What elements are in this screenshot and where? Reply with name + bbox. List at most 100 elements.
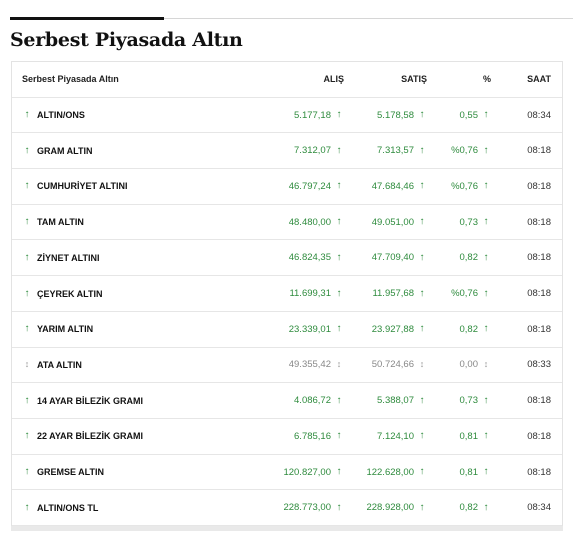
alis-cell: 228.773,00 ↑ xyxy=(242,490,344,525)
instrument-name[interactable]: TAM ALTIN xyxy=(37,217,84,228)
alis-value: 23.339,01 xyxy=(288,323,331,335)
percent-cell: 0,82 ↑ xyxy=(432,241,491,276)
row-name-cell: ↑ 14 AYAR BİLEZİK GRAMI xyxy=(22,383,252,418)
time-value: 08:34 xyxy=(527,109,551,121)
gold-prices-table: Serbest Piyasada Altın ALIŞ SATIŞ % SAAT… xyxy=(11,61,563,527)
top-accent-bar xyxy=(10,17,164,20)
time-value: 08:18 xyxy=(527,288,551,300)
arrow-up-icon: ↑ xyxy=(336,430,342,442)
header-satis[interactable]: SATIŞ xyxy=(401,74,427,85)
time-value: 08:18 xyxy=(527,216,551,228)
header-alis[interactable]: ALIŞ xyxy=(323,74,344,85)
satis-value: 50.724,66 xyxy=(371,359,414,371)
instrument-name[interactable]: 22 AYAR BİLEZİK GRAMI xyxy=(37,431,144,442)
time-cell: 08:34 xyxy=(502,490,551,525)
satis-cell: 122.628,00 ↑ xyxy=(347,455,427,490)
arrow-up-icon: ↑ xyxy=(24,144,30,156)
table-row[interactable]: ↑ 22 AYAR BİLEZİK GRAMI 6.785,16 ↑ 7.124,10 ↑… xyxy=(12,419,562,455)
percent-value: 0,81 xyxy=(459,430,479,442)
time-cell: 08:18 xyxy=(502,312,551,347)
neutral-trend-icon: ↕ xyxy=(336,359,342,370)
percent-value: 0,55 xyxy=(459,109,479,121)
table-row[interactable]: ↑ 14 AYAR BİLEZİK GRAMI 4.086,72 ↑ 5.388,07 ↑… xyxy=(12,383,562,419)
instrument-name[interactable]: ALTIN/ONS TL xyxy=(37,502,99,513)
neutral-trend-icon: ↕ xyxy=(483,359,489,370)
arrow-up-icon: ↑ xyxy=(24,466,30,478)
instrument-name[interactable]: CUMHURİYET ALTINI xyxy=(37,181,128,192)
arrow-up-icon: ↑ xyxy=(336,287,342,299)
arrow-up-icon: ↑ xyxy=(483,466,489,478)
arrow-up-icon: ↑ xyxy=(483,251,489,263)
percent-cell: %0,76 ↑ xyxy=(432,276,491,311)
arrow-up-icon: ↑ xyxy=(24,394,30,406)
row-name-cell: ↑ ALTIN/ONS xyxy=(22,98,252,133)
satis-value: 47.684,46 xyxy=(371,180,414,192)
satis-cell: 47.684,46 ↑ xyxy=(347,169,427,204)
table-row[interactable]: ↑ ÇEYREK ALTIN 11.699,31 ↑ 11.957,68 ↑ %0,76 ↑ 0… xyxy=(12,276,562,312)
header-saat[interactable]: SAAT xyxy=(527,74,551,85)
percent-value: 0,73 xyxy=(459,395,479,407)
satis-value: 7.313,57 xyxy=(377,145,414,157)
arrow-up-icon: ↑ xyxy=(419,144,425,156)
header-percent[interactable]: % xyxy=(482,74,491,85)
alis-value: 120.827,00 xyxy=(283,466,331,478)
table-scrollbar[interactable] xyxy=(11,526,563,531)
satis-cell: 5.178,58 ↑ xyxy=(347,98,427,133)
alis-value: 4.086,72 xyxy=(294,395,331,407)
arrow-up-icon: ↑ xyxy=(336,109,342,121)
instrument-name[interactable]: GREMSE ALTIN xyxy=(37,467,104,478)
arrow-up-icon: ↑ xyxy=(336,251,342,263)
arrow-up-icon: ↑ xyxy=(24,251,30,263)
table-row[interactable]: ↑ GRAM ALTIN 7.312,07 ↑ 7.313,57 ↑ %0,76 ↑ 08:18 xyxy=(12,133,562,170)
top-divider xyxy=(10,18,573,19)
satis-value: 122.628,00 xyxy=(366,466,414,478)
instrument-name[interactable]: ZİYNET ALTINI xyxy=(37,252,100,263)
arrow-up-icon: ↑ xyxy=(419,466,425,478)
instrument-name[interactable]: GRAM ALTIN xyxy=(37,145,93,156)
alis-value: 7.312,07 xyxy=(294,145,331,157)
table-row[interactable]: ↑ CUMHURİYET ALTINI 46.797,24 ↑ 47.684,46 ↑ %0… xyxy=(12,169,562,205)
arrow-up-icon: ↑ xyxy=(483,216,489,228)
time-value: 08:18 xyxy=(527,252,551,264)
table-row[interactable]: ↑ TAM ALTIN 48.480,00 ↑ 49.051,00 ↑ 0,73 ↑ 08:18 xyxy=(12,205,562,241)
time-cell: 08:18 xyxy=(502,455,551,490)
table-row[interactable]: ↑ GREMSE ALTIN 120.827,00 ↑ 122.628,00 ↑ 0,81 ↑… xyxy=(12,455,562,491)
time-cell: 08:18 xyxy=(502,419,551,454)
alis-cell: 49.355,42 ↕ xyxy=(242,348,344,383)
satis-cell: 228.928,00 ↑ xyxy=(347,490,427,525)
percent-value: 0,81 xyxy=(459,466,479,478)
satis-value: 5.388,07 xyxy=(377,395,414,407)
table-row[interactable]: ↑ YARIM ALTIN 23.339,01 ↑ 23.927,88 ↑ 0,82 ↑ 08:… xyxy=(12,312,562,348)
row-name-cell: ↑ GREMSE ALTIN xyxy=(22,455,252,490)
arrow-up-icon: ↑ xyxy=(483,180,489,192)
instrument-name[interactable]: ATA ALTIN xyxy=(37,359,82,370)
time-value: 08:18 xyxy=(527,466,551,478)
time-cell: 08:18 xyxy=(502,241,551,276)
table-row[interactable]: ↑ ZİYNET ALTINI 46.824,35 ↑ 47.709,40 ↑ 0,82 ↑ 0… xyxy=(12,241,562,277)
percent-cell: 0,55 ↑ xyxy=(432,98,491,133)
arrow-up-icon: ↑ xyxy=(336,323,342,335)
satis-cell: 49.051,00 ↑ xyxy=(347,205,427,240)
table-row[interactable]: ↕ ATA ALTIN 49.355,42 ↕ 50.724,66 ↕ 0,00 ↕ 08:33 xyxy=(12,348,562,384)
instrument-name[interactable]: ÇEYREK ALTIN xyxy=(37,288,103,299)
satis-cell: 47.709,40 ↑ xyxy=(347,241,427,276)
table-row[interactable]: ↑ ALTIN/ONS TL 228.773,00 ↑ 228.928,00 ↑ 0,82 ↑… xyxy=(12,490,562,527)
table-row[interactable]: ↑ ALTIN/ONS 5.177,18 ↑ 5.178,58 ↑ 0,55 ↑ 08:34 xyxy=(12,98,562,134)
satis-cell: 50.724,66 ↕ xyxy=(347,348,427,383)
time-value: 08:18 xyxy=(527,145,551,157)
alis-value: 49.355,42 xyxy=(288,359,331,371)
alis-value: 228.773,00 xyxy=(283,502,331,514)
arrow-up-icon: ↑ xyxy=(483,323,489,335)
percent-cell: 0,73 ↑ xyxy=(432,205,491,240)
arrow-up-icon: ↑ xyxy=(483,287,489,299)
instrument-name[interactable]: YARIM ALTIN xyxy=(37,324,94,335)
satis-cell: 11.957,68 ↑ xyxy=(347,276,427,311)
arrow-up-icon: ↑ xyxy=(419,430,425,442)
instrument-name[interactable]: 14 AYAR BİLEZİK GRAMI xyxy=(37,395,144,406)
arrow-up-icon: ↑ xyxy=(419,109,425,121)
arrow-up-icon: ↑ xyxy=(24,180,30,192)
satis-cell: 7.313,57 ↑ xyxy=(347,133,427,168)
arrow-up-icon: ↑ xyxy=(419,394,425,406)
satis-cell: 23.927,88 ↑ xyxy=(347,312,427,347)
instrument-name[interactable]: ALTIN/ONS xyxy=(37,110,85,121)
